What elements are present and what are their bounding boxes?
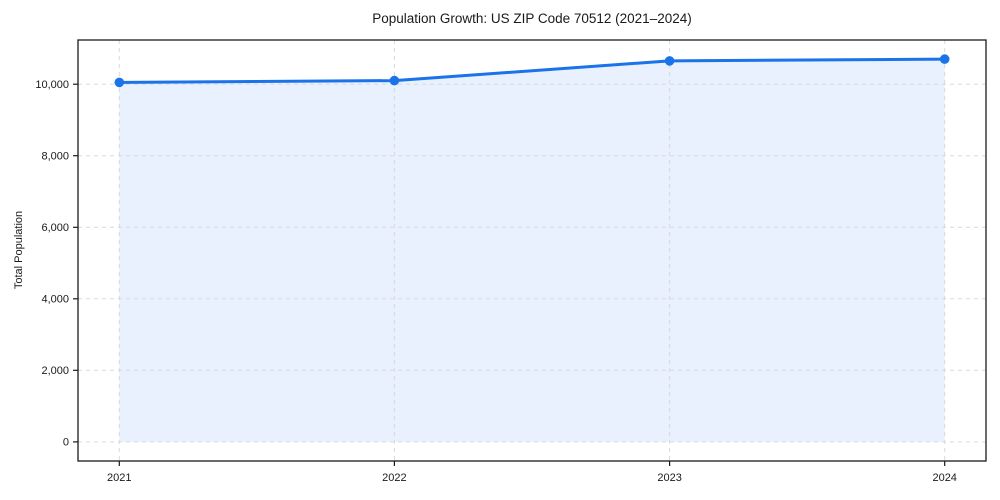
x-tick-label: 2024 (932, 472, 956, 484)
data-point-2022 (389, 75, 400, 86)
data-point-2023 (664, 56, 675, 66)
chart-title: Population Growth: US ZIP Code 70512 (20… (372, 11, 692, 26)
y-tick-label: 8,000 (41, 151, 69, 163)
y-tick-label: 4,000 (41, 294, 69, 306)
x-tick-label: 2021 (107, 472, 131, 484)
data-point-2021 (114, 77, 125, 88)
x-tick-label: 2022 (382, 472, 406, 484)
y-tick-label: 6,000 (41, 222, 69, 234)
x-tick-label: 2023 (657, 472, 681, 484)
y-tick-label: 2,000 (41, 365, 69, 377)
data-point-2024 (939, 54, 950, 64)
trend-line (117, 57, 947, 84)
plot-border (77, 39, 987, 462)
area-fill (119, 59, 945, 442)
y-tick-label: 0 (63, 437, 69, 449)
y-tick-label: 10,000 (35, 79, 69, 91)
